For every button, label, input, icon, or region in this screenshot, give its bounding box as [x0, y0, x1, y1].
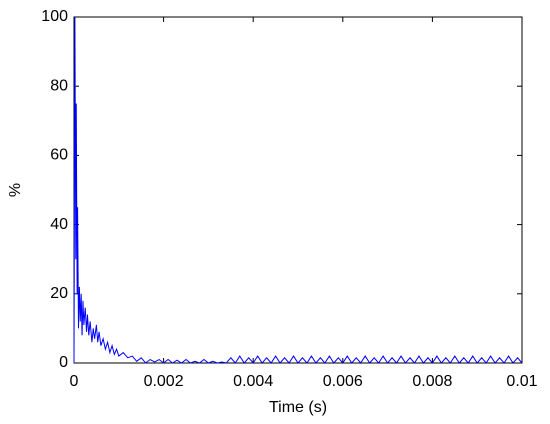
x-tick-label: 0.006: [323, 373, 363, 390]
x-tick-label: 0.002: [144, 373, 184, 390]
y-tick-label: 20: [50, 285, 68, 302]
y-tick-label: 40: [50, 216, 68, 233]
x-tick-label: 0.008: [412, 373, 452, 390]
x-tick-label: 0.01: [506, 373, 537, 390]
y-tick-label: 60: [50, 147, 68, 164]
y-tick-label: 100: [41, 8, 68, 25]
plot-box: [73, 16, 523, 364]
y-tick-label: 0: [59, 354, 68, 371]
x-tick-label: 0.004: [233, 373, 273, 390]
y-axis-label: %: [7, 183, 24, 197]
x-axis-label: Time (s): [269, 399, 327, 416]
data-line: [73, 16, 523, 364]
y-tick-label: 80: [50, 77, 68, 94]
x-tick-label: 0: [70, 373, 79, 390]
